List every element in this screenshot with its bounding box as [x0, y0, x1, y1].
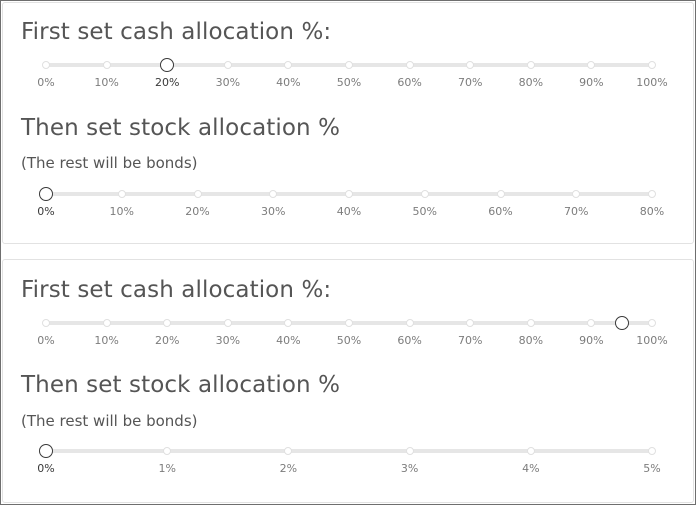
slider-step-dot: [345, 61, 353, 69]
stock-allocation-slider[interactable]: 0% 10% 20% 30% 40% 50% 60% 70% 80%: [37, 187, 664, 223]
slider-tick-label: 30%: [215, 76, 241, 89]
slider-tick-label: 0%: [37, 205, 55, 218]
slider-tick-label: 60%: [397, 334, 422, 347]
slider-step-dot: [496, 190, 505, 198]
slider-tick-label: 80%: [518, 76, 544, 89]
slider-tick-label: 3%: [400, 462, 419, 475]
slider-step-dot: [42, 61, 50, 69]
slider-tick-label: 60%: [488, 205, 513, 218]
cash-allocation-slider[interactable]: 0% 10% 20% 30% 40% 50% 60% 70% 80% 90% 100%: [37, 58, 668, 94]
allocation-panel-1: First set cash allocation %: 0% 10% 20% 30%…: [2, 2, 694, 244]
bonds-note: (The rest will be bonds): [21, 154, 198, 172]
slider-step-dot: [405, 447, 414, 455]
slider-tick-label: 10%: [109, 205, 134, 218]
slider-step-dot: [648, 61, 656, 69]
slider-step-dot: [345, 319, 353, 327]
slider-tick-label: 80%: [639, 205, 665, 218]
slider-handle[interactable]: [39, 187, 53, 201]
slider-step-dot: [420, 190, 429, 198]
slider-tick-label: 10%: [94, 76, 119, 89]
slider-tick-label: 70%: [564, 205, 589, 218]
slider-tick-label: 90%: [579, 76, 604, 89]
slider-step-dot: [284, 319, 293, 327]
slider-step-dot: [587, 319, 596, 327]
slider-step-dot: [648, 319, 656, 327]
cash-allocation-heading: First set cash allocation %:: [21, 19, 332, 45]
slider-tick-label: 0%: [37, 76, 55, 89]
slider-step-dot: [42, 319, 50, 327]
slider-step-dot: [223, 61, 232, 69]
slider-tick-label: 5%: [643, 462, 661, 475]
slider-tick-label: 100%: [636, 334, 668, 347]
slider-tick-label: 80%: [518, 334, 544, 347]
slider-step-dot: [466, 61, 475, 69]
cash-allocation-heading: First set cash allocation %:: [21, 277, 332, 303]
slider-step-dot: [526, 447, 535, 455]
slider-tick-label: 50%: [412, 205, 437, 218]
slider-tick-label: 100%: [636, 76, 668, 89]
slider-step-dot: [193, 190, 202, 198]
stock-allocation-heading: Then set stock allocation %: [21, 372, 341, 398]
slider-step-dot: [405, 319, 414, 327]
slider-tick-label: 2%: [279, 462, 298, 475]
slider-tick-label: 40%: [276, 334, 301, 347]
slider-tick-label: 20%: [185, 205, 210, 218]
slider-step-dot: [163, 319, 172, 327]
slider-step-dot: [405, 61, 414, 69]
slider-tick-label: 40%: [276, 76, 301, 89]
slider-tick-label: 90%: [579, 334, 604, 347]
slider-step-dot: [648, 447, 656, 455]
slider-tick-label: 30%: [261, 205, 286, 218]
slider-step-dot: [648, 190, 656, 198]
slider-tick-label: 50%: [336, 334, 362, 347]
slider-step-dot: [102, 319, 111, 327]
slider-handle[interactable]: [160, 58, 175, 72]
slider-tick-label: 30%: [215, 334, 241, 347]
slider-step-dot: [117, 190, 126, 198]
stock-allocation-slider[interactable]: 0% 1% 2% 3% 4% 5%: [37, 444, 661, 480]
slider-step-dot: [466, 319, 475, 327]
slider-step-dot: [269, 190, 278, 198]
slider-step-dot: [587, 61, 596, 69]
slider-tick-label: 40%: [336, 205, 362, 218]
slider-tick-label: 20%: [154, 76, 180, 89]
slider-tick-label: 50%: [336, 76, 362, 89]
slider-step-dot: [284, 61, 293, 69]
slider-step-dot: [572, 190, 581, 198]
slider-tick-label: 1%: [158, 462, 176, 475]
slider-handle[interactable]: [614, 316, 629, 330]
slider-track[interactable]: [46, 449, 652, 453]
slider-step-dot: [163, 447, 172, 455]
slider-step-dot: [526, 319, 535, 327]
slider-tick-label: 10%: [94, 334, 119, 347]
slider-step-dot: [102, 61, 111, 69]
slider-tick-label: 60%: [397, 76, 422, 89]
slider-step-dot: [345, 190, 353, 198]
stock-allocation-heading: Then set stock allocation %: [21, 115, 341, 141]
slider-tick-label: 20%: [154, 334, 180, 347]
bonds-note: (The rest will be bonds): [21, 412, 198, 430]
slider-tick-label: 70%: [457, 76, 483, 89]
slider-tick-label: 0%: [37, 334, 55, 347]
slider-step-dot: [526, 61, 535, 69]
slider-tick-label: 0%: [37, 462, 55, 475]
slider-tick-label: 4%: [522, 462, 540, 475]
slider-step-dot: [223, 319, 232, 327]
allocation-panel-2: First set cash allocation %: 0% 10% 20% 30%…: [2, 259, 694, 503]
slider-tick-label: 70%: [457, 334, 483, 347]
slider-handle[interactable]: [39, 444, 53, 458]
cash-allocation-slider[interactable]: 0% 10% 20% 30% 40% 50% 60% 70% 80% 90% 100%: [37, 316, 668, 352]
slider-step-dot: [284, 447, 293, 455]
